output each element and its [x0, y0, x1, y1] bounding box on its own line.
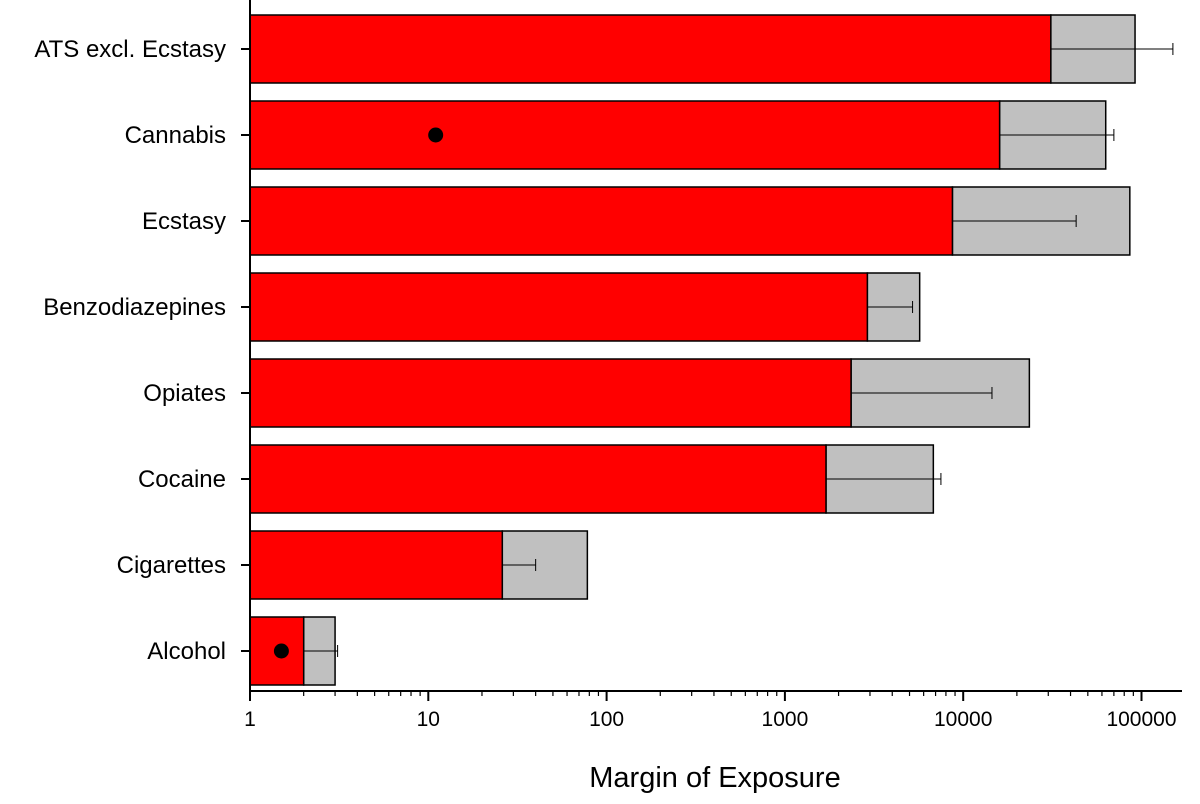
bar-red-cocaine: [249, 444, 827, 514]
labels-layer: ATS excl. Ecstasy Cannabis Ecstasy Benzodia…: [34, 36, 1176, 731]
x-tick-label: 1: [244, 708, 256, 731]
error-bars-layer: [303, 43, 1174, 657]
bar-red-cannabis: [249, 100, 1001, 170]
category-label-ats-excl-ecstasy: ATS excl. Ecstasy: [34, 36, 226, 63]
bars-layer: [249, 14, 1136, 686]
bar-red-cigarettes: [249, 530, 504, 600]
category-label-cigarettes: Cigarettes: [117, 552, 226, 579]
x-tick-label: 100000: [1106, 708, 1176, 731]
marker-cannabis: [428, 127, 444, 143]
category-label-opiates: Opiates: [143, 380, 226, 407]
category-label-ecstasy: Ecstasy: [142, 208, 226, 235]
category-label-cannabis: Cannabis: [125, 122, 226, 149]
category-label-benzodiazepines: Benzodiazepines: [43, 294, 226, 321]
bar-red-benzodiazepines: [249, 272, 869, 342]
bar-red-ecstasy: [249, 186, 954, 256]
marker-alcohol: [273, 643, 289, 659]
bar-red-ats-excl-ecstasy: [249, 14, 1052, 84]
x-tick-label: 1000: [762, 708, 809, 731]
category-label-cocaine: Cocaine: [138, 466, 226, 493]
x-tick-label: 10000: [934, 708, 992, 731]
x-axis-title: Margin of Exposure: [589, 762, 840, 794]
category-label-alcohol: Alcohol: [147, 638, 226, 665]
axes-layer: [241, 0, 1182, 701]
x-tick-label: 10: [417, 708, 440, 731]
markers-layer: [273, 127, 444, 659]
bar-red-opiates: [249, 358, 852, 428]
x-tick-label: 100: [589, 708, 624, 731]
